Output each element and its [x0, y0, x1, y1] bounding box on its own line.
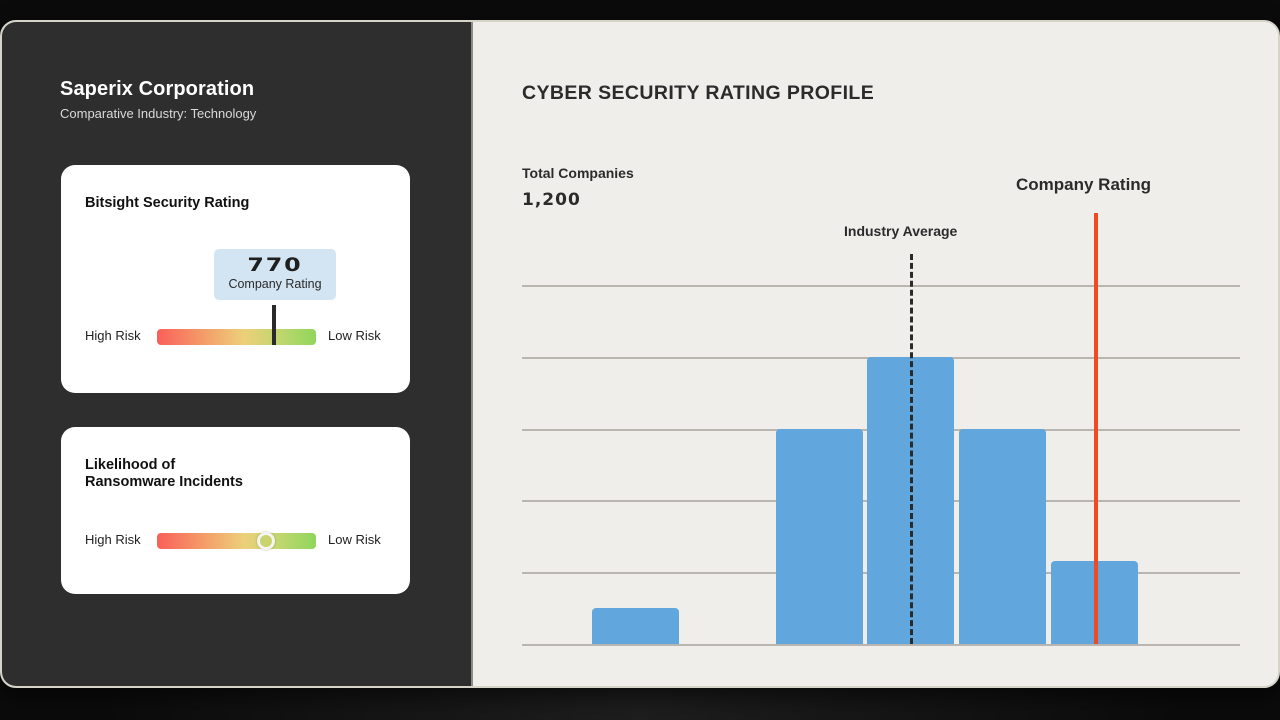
ransomware-slider-handle — [257, 532, 275, 550]
ransomware-likelihood-card: Likelihood of Ransomware Incidents High … — [61, 427, 410, 594]
comparative-industry: Comparative Industry: Technology — [60, 106, 257, 121]
total-companies-value: 1,200 — [522, 190, 581, 210]
dashboard-window: Saperix Corporation Comparative Industry… — [0, 20, 1280, 688]
total-companies-label: Total Companies — [522, 165, 634, 181]
ransomware-title: Likelihood of Ransomware Incidents — [85, 457, 243, 491]
ransomware-gradient-bar — [157, 533, 316, 549]
sidebar-panel: Saperix Corporation Comparative Industry… — [2, 22, 473, 686]
security-rating-title: Bitsight Security Rating — [85, 195, 250, 211]
risk-gradient-bar — [157, 329, 316, 345]
industry-average-line — [910, 254, 913, 644]
company-rating-line — [1094, 213, 1098, 644]
histogram-bar — [592, 608, 679, 644]
high-risk-label: High Risk — [85, 532, 141, 547]
rating-value: 770 — [247, 254, 303, 276]
company-rating-label: Company Rating — [1016, 175, 1152, 194]
chart-title: CYBER SECURITY RATING PROFILE — [522, 82, 875, 104]
baseline — [522, 644, 1240, 646]
chart-panel: CYBER SECURITY RATING PROFILE Total Comp… — [475, 22, 1278, 686]
company-name: Saperix Corporation — [60, 78, 255, 100]
rating-marker — [272, 305, 276, 345]
security-rating-card: Bitsight Security Rating 770 Company Rat… — [61, 165, 410, 393]
histogram-bar — [776, 429, 863, 644]
company-rating-tooltip: 770 Company Rating — [214, 249, 336, 300]
high-risk-label: High Risk — [85, 328, 141, 343]
industry-average-label: Industry Average — [844, 223, 958, 239]
rating-caption: Company Rating — [228, 277, 322, 291]
histogram-plot — [522, 213, 1240, 662]
low-risk-label: Low Risk — [328, 532, 381, 547]
low-risk-label: Low Risk — [328, 328, 381, 343]
ransomware-title-line1: Likelihood of — [85, 457, 176, 473]
histogram-bar — [959, 429, 1046, 644]
ransomware-title-line2: Ransomware Incidents — [85, 474, 243, 490]
gridline — [522, 285, 1240, 287]
